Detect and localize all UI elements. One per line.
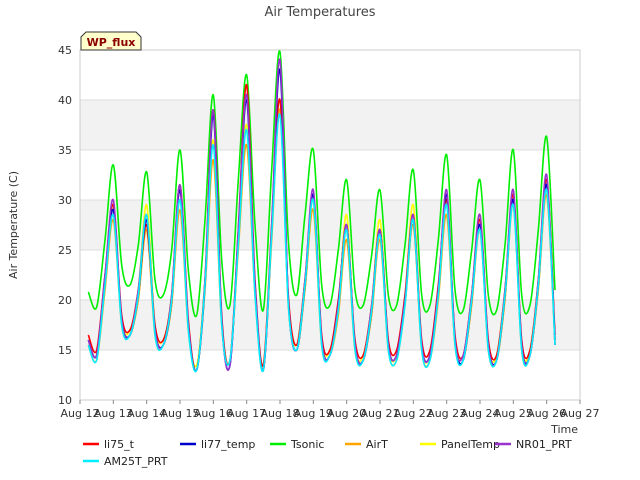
- plot-frame: [79, 49, 581, 401]
- legend-label-nr01-prt: NR01_PRT: [516, 438, 572, 451]
- x-tick-label: Aug 21: [361, 407, 400, 420]
- legend-label-li75-t: li75_t: [104, 438, 135, 451]
- legend-label-am25t-prt: AM25T_PRT: [104, 455, 168, 468]
- site-badge: WP_flux: [80, 31, 142, 51]
- x-tick-label: Aug 18: [261, 407, 300, 420]
- legend-label-li77-temp: li77_temp: [201, 438, 255, 451]
- x-tick-label: Aug 24: [461, 407, 500, 420]
- x-tick-label: Aug 27: [561, 407, 600, 420]
- series-line-tsonic: [87, 50, 556, 318]
- x-tick-label: Aug 17: [227, 407, 266, 420]
- legend: li75_t li77_temp Tsonic AirT PanelTemp NR01_P…: [83, 438, 572, 468]
- chart-title: Air Temperatures: [264, 5, 375, 20]
- legend-label-airt: AirT: [366, 438, 388, 451]
- y-tick-label: 25: [58, 244, 72, 257]
- x-axis-label: Time: [550, 423, 578, 436]
- series-line-am25t-prt: [87, 113, 556, 373]
- background-band: [80, 100, 580, 150]
- y-axis-ticks: 10 15 20 25 30 35 40 45: [58, 44, 72, 407]
- y-tick-label: 15: [58, 344, 72, 357]
- y-tick-label: 10: [58, 394, 72, 407]
- legend-label-paneltemp: PanelTemp: [441, 438, 500, 451]
- background-bands: [80, 100, 580, 350]
- x-tick-label: Aug 25: [494, 407, 533, 420]
- x-tick-label: Aug 26: [527, 407, 566, 420]
- x-tick-label: Aug 14: [127, 407, 166, 420]
- series-layer: [87, 50, 556, 373]
- x-tick-label: Aug 20: [327, 407, 366, 420]
- y-tick-label: 30: [58, 194, 72, 207]
- background-band: [80, 200, 580, 250]
- x-tick-label: Aug 16: [194, 407, 233, 420]
- x-tick-label: Aug 23: [427, 407, 466, 420]
- legend-label-tsonic: Tsonic: [290, 438, 324, 451]
- y-tick-label: 35: [58, 144, 72, 157]
- x-tick-label: Aug 22: [394, 407, 433, 420]
- x-tick-label: Aug 15: [161, 407, 200, 420]
- x-tick-label: Aug 12: [61, 407, 100, 420]
- x-tick-label: Aug 19: [294, 407, 333, 420]
- y-tick-label: 40: [58, 94, 72, 107]
- y-tick-label: 45: [58, 44, 72, 57]
- site-badge-label: WP_flux: [87, 36, 136, 49]
- x-tick-label: Aug 13: [94, 407, 133, 420]
- y-axis-label: Air Temperature (C): [7, 171, 20, 279]
- y-tick-label: 20: [58, 294, 72, 307]
